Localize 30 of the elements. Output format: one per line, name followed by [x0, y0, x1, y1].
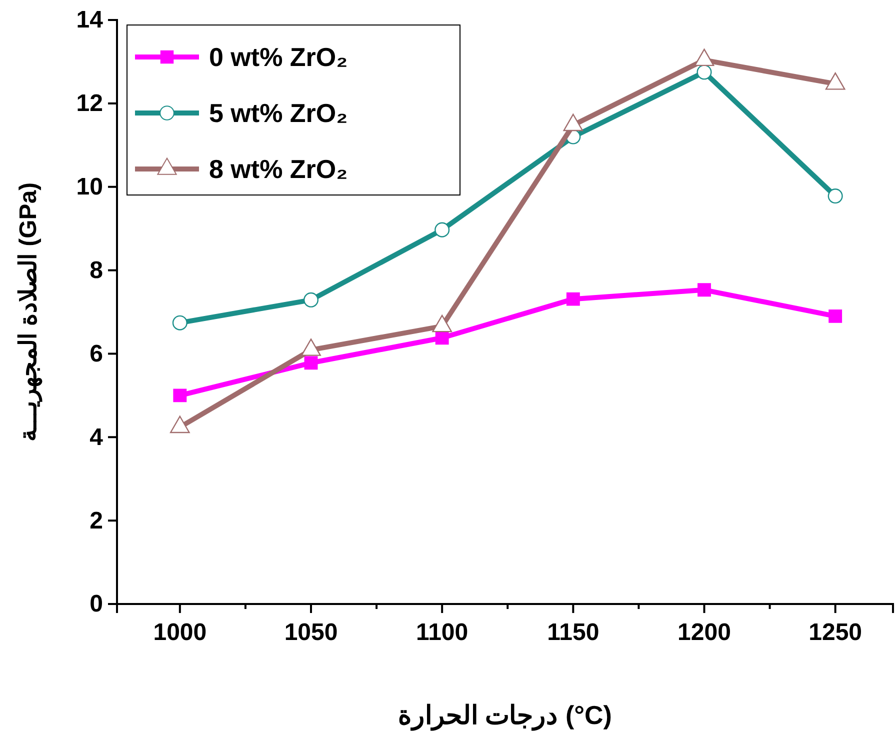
y-tick-label: 6: [90, 340, 103, 368]
point: [304, 356, 318, 370]
x-tick-label: 1000: [153, 619, 207, 646]
point: [173, 388, 187, 402]
point: [828, 188, 843, 204]
point: [566, 292, 580, 306]
legend-label: 8 wt% ZrO₂: [209, 154, 348, 184]
point: [696, 64, 712, 80]
y-tick-label: 4: [90, 424, 104, 451]
x-tick-label: 1200: [678, 619, 731, 646]
point: [303, 292, 319, 308]
y-tick-label: 14: [76, 6, 104, 34]
y-tick-label: 10: [76, 174, 103, 201]
y-tick-label: 0: [90, 590, 103, 618]
y-tick-label: 12: [76, 90, 103, 118]
x-tick-label: 1100: [416, 619, 468, 646]
y-tick-label: 2: [90, 507, 103, 534]
point: [435, 331, 449, 345]
x-tick-label: 1250: [808, 619, 862, 646]
x-axis-title: درجات الحرارة (°C): [398, 700, 612, 731]
point: [828, 309, 842, 323]
point: [434, 222, 450, 238]
point: [698, 283, 711, 297]
x-tick-label: 1050: [284, 619, 338, 646]
legend-label: 0 wt% ZrO₂: [209, 42, 348, 72]
legend-label: 5 wt% ZrO₂: [209, 98, 348, 128]
x-tick-label: 1150: [547, 619, 600, 646]
y-tick-label: 8: [90, 256, 103, 284]
point: [172, 315, 188, 330]
y-axis-title: الصلادة المجهريـــة (GPa): [15, 182, 43, 442]
